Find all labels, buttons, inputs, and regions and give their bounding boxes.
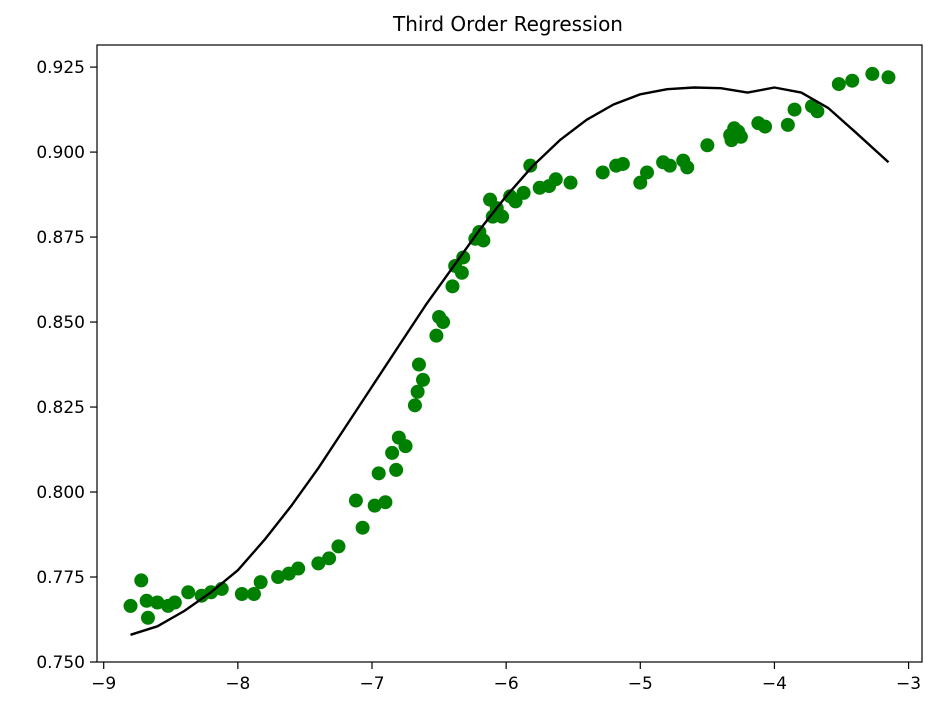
scatter-point <box>810 104 825 119</box>
y-tick-label: 0.775 <box>36 568 85 588</box>
scatter-point <box>291 561 306 576</box>
scatter-point <box>845 73 860 88</box>
scatter-point <box>167 595 182 610</box>
scatter-point <box>548 172 563 187</box>
plot-marks <box>123 66 896 636</box>
scatter-point <box>407 398 422 413</box>
scatter-point <box>881 70 896 85</box>
scatter-point <box>700 138 715 153</box>
scatter-point <box>595 165 610 180</box>
scatter-point <box>331 539 346 554</box>
scatter-point <box>140 610 155 625</box>
scatter-point <box>348 493 363 508</box>
scatter-point <box>615 156 630 171</box>
scatter-point <box>311 556 326 571</box>
scatter-point <box>385 445 400 460</box>
x-tick-label: −8 <box>225 674 250 694</box>
scatter-point <box>371 466 386 481</box>
y-tick-label: 0.900 <box>36 143 85 163</box>
scatter-point <box>139 593 154 608</box>
x-tick-label: −4 <box>762 674 787 694</box>
x-tick-label: −7 <box>359 674 384 694</box>
scatter-point <box>123 598 138 613</box>
scatter-point <box>523 158 538 173</box>
scatter-point <box>367 498 382 513</box>
plot-area-frame <box>96 44 923 663</box>
scatter-point <box>563 175 578 190</box>
x-tick-label: −6 <box>494 674 519 694</box>
y-tick-label: 0.875 <box>36 228 85 248</box>
scatter-point <box>758 119 773 134</box>
scatter-point <box>787 102 802 117</box>
x-axis: −9 −8 −7 −6 −5 −4 −3 <box>91 662 921 694</box>
scatter-point <box>181 585 196 600</box>
scatter-point <box>378 495 393 510</box>
scatter-point <box>865 66 880 81</box>
scatter-point <box>733 129 748 144</box>
regression-curve <box>130 86 890 636</box>
scatter-point <box>246 587 261 602</box>
scatter-point <box>445 279 460 294</box>
scatter-point <box>411 357 426 372</box>
scatter-point <box>495 209 510 224</box>
scatter-point <box>476 233 491 248</box>
scatter-point <box>436 315 451 330</box>
scatter-point <box>429 328 444 343</box>
scatter-point <box>134 573 149 588</box>
y-tick-label: 0.825 <box>36 398 85 418</box>
scatter-point <box>415 372 430 387</box>
scatter-point <box>271 570 286 585</box>
x-tick-label: −3 <box>896 674 921 694</box>
y-tick-label: 0.850 <box>36 313 85 333</box>
scatter-point <box>322 551 337 566</box>
x-tick-label: −5 <box>628 674 653 694</box>
y-tick-label: 0.800 <box>36 483 85 503</box>
x-tick-label: −9 <box>91 674 116 694</box>
scatter-point <box>662 158 677 173</box>
scatter-point <box>633 175 648 190</box>
scatter-point <box>410 384 425 399</box>
y-axis: 0.750 0.775 0.800 0.825 0.850 0.875 0.900 0.925 <box>36 58 97 673</box>
scatter-point <box>150 595 165 610</box>
scatter-point <box>355 520 370 535</box>
y-tick-label: 0.750 <box>36 653 85 673</box>
scatter-point <box>253 575 268 590</box>
scatter-point <box>454 265 469 280</box>
scatter-point <box>234 587 249 602</box>
y-tick-label: 0.925 <box>36 58 85 78</box>
scatter-point <box>680 160 695 175</box>
chart-title: Third Order Regression <box>392 12 623 36</box>
scatter-point <box>640 165 654 180</box>
scatter-point <box>831 77 846 92</box>
scatter-point <box>516 185 531 200</box>
scatter-point <box>456 250 471 265</box>
scatter-point <box>398 439 413 454</box>
scatter-point <box>389 462 404 477</box>
scatter-point <box>780 117 795 132</box>
